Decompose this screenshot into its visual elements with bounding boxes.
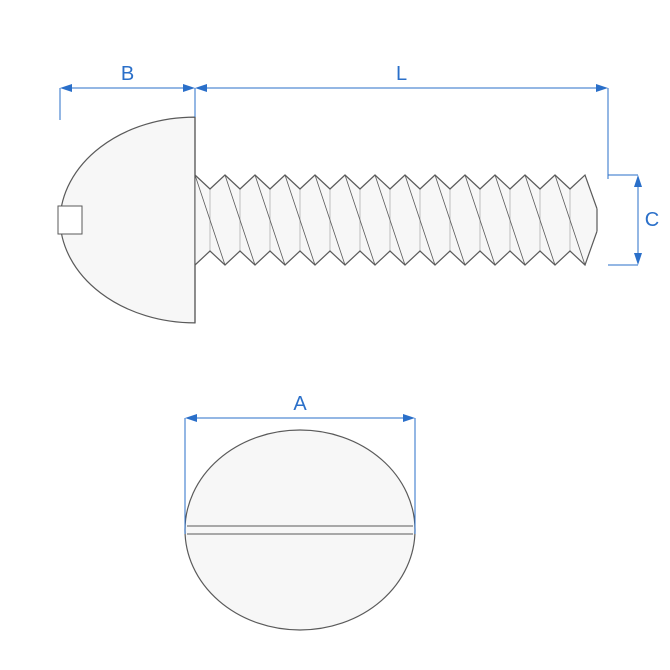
dimension-label-l: L [396, 63, 407, 85]
dimension-label-c: C [645, 209, 659, 231]
dimension-label-b: B [121, 63, 134, 85]
dimension-label-a: A [293, 393, 307, 415]
side-elevation [58, 117, 597, 323]
technical-drawing: B L C A [0, 0, 670, 670]
top-elevation [185, 430, 415, 630]
